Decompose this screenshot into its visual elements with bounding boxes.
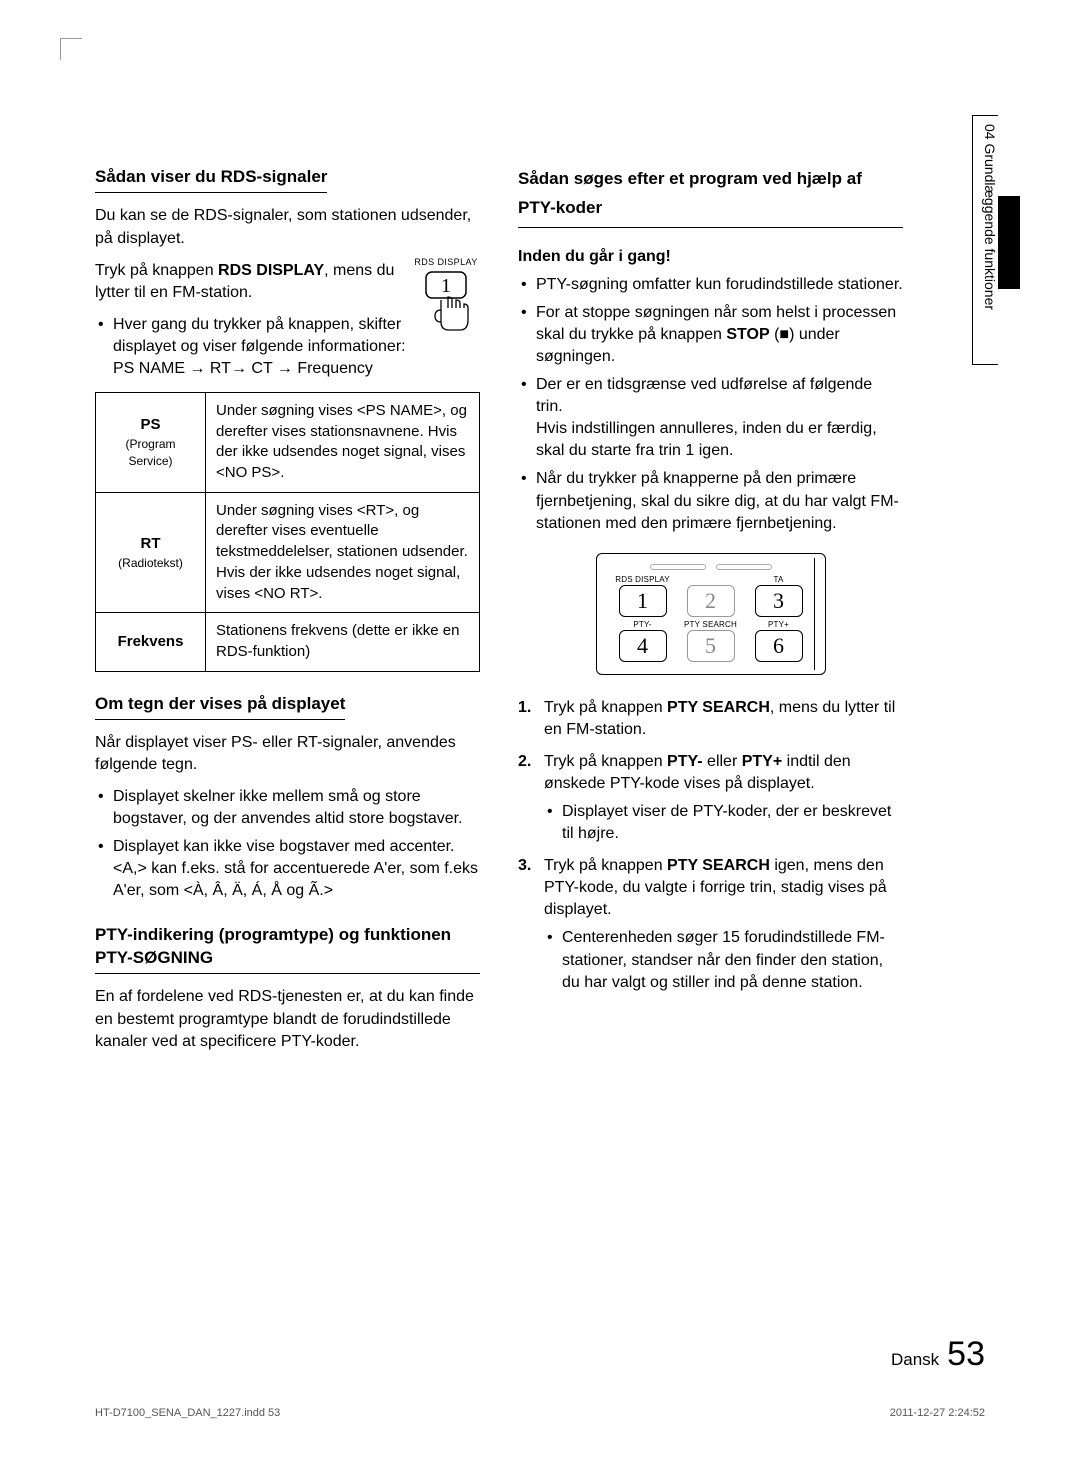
button-label: RDS DISPLAY bbox=[612, 574, 674, 584]
bullet-list: PTY-søgning omfatter kun forudindstilled… bbox=[518, 274, 903, 535]
label-main: PS bbox=[106, 415, 195, 436]
remote-control-diagram: RDS DISPLAY1 2 TA3 PTY-4 PTY SEARCH5 PTY… bbox=[596, 553, 826, 675]
heading: PTY-indikering (programtype) og funktion… bbox=[95, 923, 480, 975]
table-cell-label: RT (Radiotekst) bbox=[96, 492, 206, 612]
remote-button-4: 4 bbox=[619, 630, 667, 662]
button-label bbox=[680, 574, 742, 584]
step-number: 2. bbox=[518, 751, 531, 773]
step-item: 2. Tryk på knappen PTY- eller PTY+ indti… bbox=[518, 751, 903, 845]
list-item: Displayet skelner ikke mellem små og sto… bbox=[95, 786, 480, 830]
step-number: 1. bbox=[518, 697, 531, 719]
page-number: Dansk 53 bbox=[891, 1335, 985, 1374]
paragraph: Når displayet viser PS- eller RT-signale… bbox=[95, 732, 480, 776]
list-item: Centerenheden søger 15 forudindstillede … bbox=[544, 927, 903, 993]
remote-edge bbox=[814, 558, 822, 670]
button-name: PTY SEARCH bbox=[667, 857, 770, 874]
list-item: PTY-søgning omfatter kun forudindstilled… bbox=[518, 274, 903, 296]
crop-mark bbox=[60, 38, 82, 60]
button-label: PTY SEARCH bbox=[680, 619, 742, 629]
remote-row: RDS DISPLAY1 2 TA3 bbox=[612, 574, 810, 617]
label-main: RT bbox=[106, 534, 195, 555]
page-number-value: 53 bbox=[947, 1335, 985, 1374]
step-number: 3. bbox=[518, 855, 531, 877]
footer-filename: HT-D7100_SENA_DAN_1227.indd 53 bbox=[95, 1407, 280, 1419]
text: For at stoppe søgningen når som helst i … bbox=[536, 304, 896, 343]
table-row: RT (Radiotekst) Under søgning vises <RT>… bbox=[96, 492, 480, 612]
text: eller bbox=[703, 753, 742, 770]
table-cell-desc: Under søgning vises <PS NAME>, og dereft… bbox=[206, 393, 480, 493]
button-label: PTY- bbox=[612, 619, 674, 629]
remote-button-6: 6 bbox=[755, 630, 803, 662]
remote-button-3: 3 bbox=[755, 585, 803, 617]
table-cell-label: PS (Program Service) bbox=[96, 393, 206, 493]
content-columns: Sådan viser du RDS-signaler Du kan se de… bbox=[95, 165, 985, 1063]
section-tab-marker bbox=[998, 196, 1020, 289]
print-footer: HT-D7100_SENA_DAN_1227.indd 53 2011-12-2… bbox=[95, 1407, 985, 1419]
remote-blank-button bbox=[650, 564, 706, 570]
button-name: PTY SEARCH bbox=[667, 699, 770, 716]
section-tab: 04 Grundlæggende funktioner bbox=[972, 115, 998, 365]
numbered-steps: 1. Tryk på knappen PTY SEARCH, mens du l… bbox=[518, 697, 903, 994]
remote-blank-button bbox=[716, 564, 772, 570]
text: Hvis indstillingen annulleres, inden du … bbox=[536, 420, 877, 459]
heading: Sådan viser du RDS-signaler bbox=[95, 165, 327, 193]
remote-top-buttons bbox=[612, 564, 810, 570]
list-item: Displayet kan ikke vise bogstaver med ac… bbox=[95, 836, 480, 902]
text: Tryk på knappen bbox=[544, 699, 667, 716]
button-name: PTY- bbox=[667, 753, 703, 770]
list-item: For at stoppe søgningen når som helst i … bbox=[518, 302, 903, 368]
label-sub: (Radiotekst) bbox=[106, 555, 195, 572]
remote-button-5: 5 bbox=[687, 630, 735, 662]
bullet-list: Displayet skelner ikke mellem små og sto… bbox=[95, 786, 480, 902]
svg-text:1: 1 bbox=[441, 275, 451, 297]
text: Tryk på knappen bbox=[95, 262, 218, 279]
manual-page: 04 Grundlæggende funktioner Sådan viser … bbox=[0, 0, 1080, 1479]
text: Tryk på knappen bbox=[544, 753, 667, 770]
list-item: Hver gang du trykker på knappen, skifter… bbox=[95, 314, 480, 380]
paragraph: En af fordelene ved RDS-tjenesten er, at… bbox=[95, 986, 480, 1052]
page-lang-label: Dansk bbox=[891, 1350, 939, 1370]
table-row: PS (Program Service) Under søgning vises… bbox=[96, 393, 480, 493]
table-cell-desc: Stationens frekvens (dette er ikke en RD… bbox=[206, 613, 480, 671]
remote-button-2: 2 bbox=[687, 585, 735, 617]
right-column: Sådan søges efter et program ved hjælp a… bbox=[518, 165, 903, 1063]
button-label: TA bbox=[748, 574, 810, 584]
icon-label: RDS DISPLAY bbox=[412, 256, 480, 268]
heading: Om tegn der vises på displayet bbox=[95, 692, 345, 720]
heading: Sådan søges efter et program ved hjælp a… bbox=[518, 165, 903, 228]
table-cell-label: Frekvens bbox=[96, 613, 206, 671]
left-column: Sådan viser du RDS-signaler Du kan se de… bbox=[95, 165, 480, 1063]
text: Der er en tidsgrænse ved udførelse af fø… bbox=[536, 376, 872, 415]
button-name: PTY+ bbox=[742, 753, 782, 770]
button-label: PTY+ bbox=[748, 619, 810, 629]
label-sub: (Program Service) bbox=[106, 436, 195, 469]
bullet-list: Hver gang du trykker på knappen, skifter… bbox=[95, 314, 480, 380]
rds-signal-table: PS (Program Service) Under søgning vises… bbox=[95, 392, 480, 672]
list-item: Displayet viser de PTY-koder, der er bes… bbox=[544, 801, 903, 845]
button-name: RDS DISPLAY bbox=[218, 262, 324, 279]
list-item: Når du trykker på knapperne på den primæ… bbox=[518, 468, 903, 534]
step-item: 1. Tryk på knappen PTY SEARCH, mens du l… bbox=[518, 697, 903, 741]
table-cell-desc: Under søgning vises <RT>, og derefter vi… bbox=[206, 492, 480, 612]
step-item: 3. Tryk på knappen PTY SEARCH igen, mens… bbox=[518, 855, 903, 993]
label-main: Frekvens bbox=[106, 632, 195, 653]
paragraph: Du kan se de RDS-signaler, som stationen… bbox=[95, 205, 480, 249]
footer-timestamp: 2011-12-27 2:24:52 bbox=[890, 1407, 985, 1419]
button-name: STOP bbox=[726, 326, 769, 343]
list-item: Der er en tidsgrænse ved udførelse af fø… bbox=[518, 374, 903, 462]
table-row: Frekvens Stationens frekvens (dette er i… bbox=[96, 613, 480, 671]
remote-row: PTY-4 PTY SEARCH5 PTY+6 bbox=[612, 619, 810, 662]
subheading: Inden du går i gang! bbox=[518, 246, 903, 268]
remote-button-1: 1 bbox=[619, 585, 667, 617]
text: Tryk på knappen bbox=[544, 857, 667, 874]
